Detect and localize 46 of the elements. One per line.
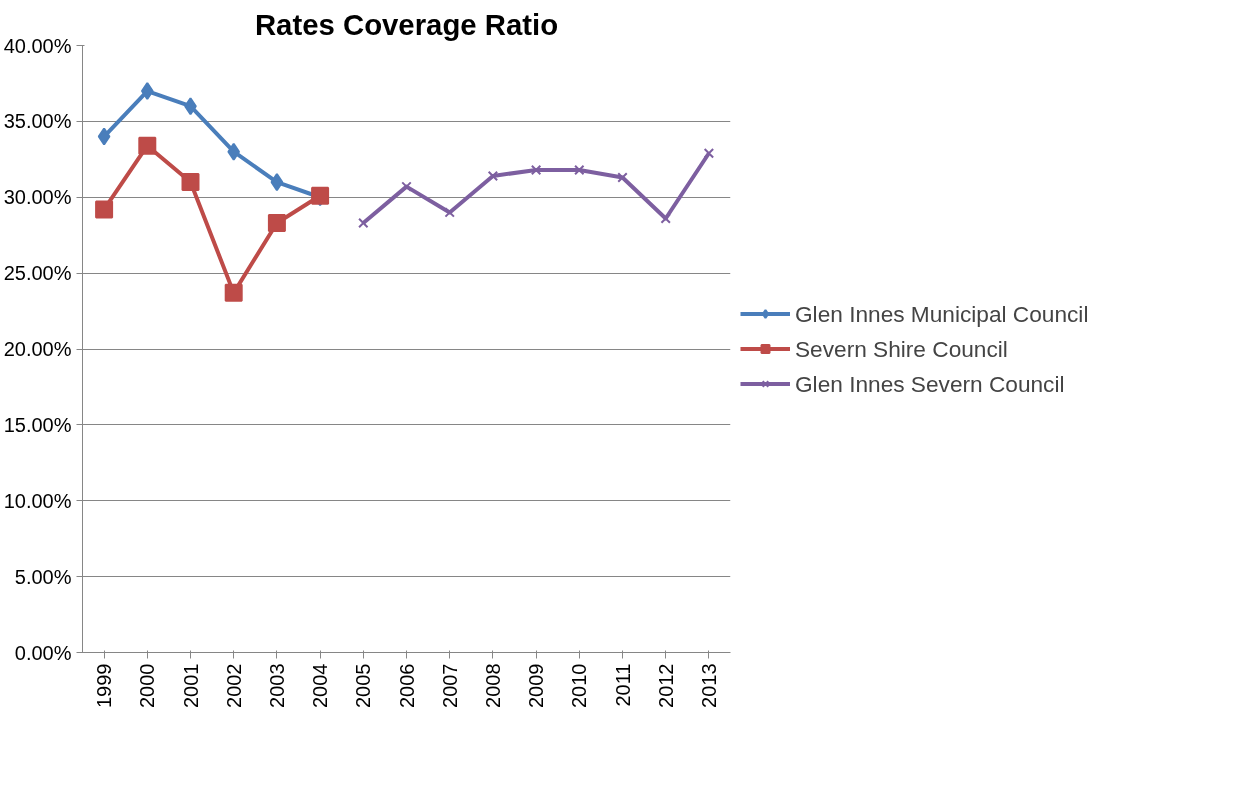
point: [97, 127, 111, 146]
x-tick-label: 2007: [438, 663, 461, 708]
y-tick-label: 20.00%: [3, 338, 72, 360]
point: [267, 214, 286, 233]
point: [140, 82, 154, 101]
point: [227, 142, 241, 161]
point: [181, 173, 200, 192]
x-tick-label: 2002: [222, 663, 245, 708]
point: [270, 173, 284, 192]
x-tick-label: 2008: [481, 663, 504, 708]
legend-label: Glen Innes Municipal Council: [795, 300, 1089, 327]
point: [530, 164, 542, 176]
x-tick-label: 2011: [611, 663, 634, 707]
x-tick-label: 2001: [179, 663, 202, 708]
x-tick-label: 2013: [697, 663, 720, 708]
y-tick-label: 25.00%: [3, 262, 72, 285]
x-tick-label: 2000: [136, 663, 159, 708]
y-tick-label: 40.00%: [3, 34, 72, 57]
x-tick-label: 2004: [309, 663, 332, 708]
point: [224, 283, 243, 302]
x-tick-label: 1999: [93, 663, 116, 708]
point: [660, 213, 671, 224]
x-tick-label: 2009: [525, 663, 548, 708]
x-tick-label: 2012: [654, 663, 677, 708]
x-tick-label: 2010: [568, 663, 591, 708]
y-tick-label: 15.00%: [3, 413, 72, 436]
point: [574, 164, 585, 176]
point: [487, 170, 499, 182]
point: [95, 200, 114, 219]
point: [444, 207, 455, 218]
point: [138, 136, 157, 155]
x-tick-label: 2005: [352, 663, 375, 708]
x-tick-label: 2006: [395, 663, 418, 708]
point: [358, 217, 369, 229]
y-tick-label: 10.00%: [3, 489, 72, 512]
y-tick-label: 5.00%: [14, 565, 72, 588]
legend-label: Severn Shire Council: [795, 335, 1008, 362]
point: [401, 181, 412, 192]
legend-label: Glen Innes Severn Council: [795, 370, 1065, 397]
y-tick-label: 0.00%: [14, 641, 72, 664]
y-tick-label: 30.00%: [3, 186, 72, 209]
point: [703, 148, 715, 159]
point: [617, 172, 628, 183]
y-tick-label: 35.00%: [3, 110, 72, 133]
x-tick-label: 2003: [265, 663, 288, 708]
chart-title: Rates Coverage Ratio: [254, 7, 559, 41]
